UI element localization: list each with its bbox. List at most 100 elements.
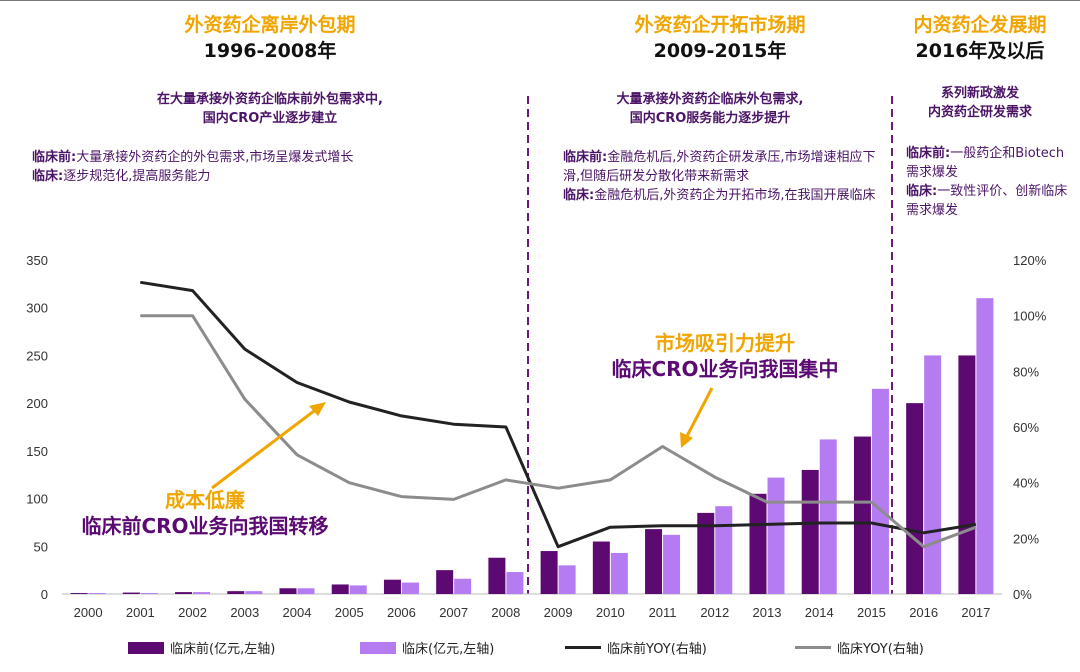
x-tick-label: 2008 [491, 605, 520, 620]
legend-item-preclinical: 临床前(亿元,左轴) [128, 638, 275, 657]
phase-1-note-preclinical: 临床前:大量承接外资药企的外包需求,市场呈爆发式增长 [32, 148, 512, 167]
phase-3-notes: 临床前:一般药企和Biotech需求爆发 临床:一致性评价、创新临床需求爆发 [906, 144, 1071, 220]
phase-2-years: 2009-2015年 [653, 40, 787, 62]
phase-1-summary-line-2: 国内CRO产业逐步建立 [202, 111, 338, 126]
phase-3-years: 2016年及以后 [915, 40, 1045, 62]
annotation-arrow-attraction [684, 387, 714, 439]
annotation-cost-subtitle: 临床前CRO业务向我国转移 [81, 514, 329, 538]
phase-2-notes: 临床前:金融危机后,外资药企研发承压,市场增速相应下滑,但随后研发分散化带来新需… [563, 148, 883, 205]
legend-label: 临床YOY(右轴) [837, 642, 924, 657]
legend-item-clinical-yoy: 临床YOY(右轴) [795, 638, 924, 657]
x-tick-label: 2012 [700, 605, 729, 620]
y-right-tick-label: 0% [1013, 587, 1032, 602]
bar-clinical [558, 565, 576, 594]
bar-clinical [819, 439, 837, 594]
note-text: 金融危机后,外资药企研发承压,市场增速相应下滑,但随后研发分散化带来新需求 [563, 150, 876, 184]
phase-2-title: 外资药企开拓市场期 [634, 14, 806, 36]
bar-preclinical [906, 403, 924, 594]
phase-3-summary: 系列新政激发 内资药企研发需求 [895, 84, 1065, 122]
bar-clinical [245, 591, 263, 594]
x-tick-label: 2014 [805, 605, 834, 620]
bar-clinical [663, 534, 681, 594]
legend-label: 临床前YOY(右轴) [607, 642, 707, 657]
note-label: 临床前: [32, 150, 77, 165]
y-left-tick-label: 150 [26, 444, 48, 459]
bar-clinical [924, 355, 942, 594]
phase-1-years: 1996-2008年 [203, 40, 337, 62]
phase-2-summary: 大量承接外资药企临床外包需求, 国内CRO服务能力逐步提升 [560, 90, 860, 128]
line-preclinical-yoy [140, 280, 977, 549]
bar-preclinical [331, 584, 349, 594]
y-right-tick-label: 100% [1013, 309, 1047, 324]
annotation-attraction-subtitle: 临床CRO业务向我国集中 [611, 357, 839, 381]
annotation-arrowhead-attraction [680, 432, 693, 448]
y-left-tick-label: 0 [41, 587, 48, 602]
x-tick-label: 2001 [126, 605, 155, 620]
phase-2-note-clinical: 临床:金融危机后,外资药企为开拓市场,在我国开展临床 [563, 186, 883, 205]
note-text: 一般药企和Biotech需求爆发 [906, 146, 1065, 180]
bar-preclinical [853, 436, 871, 594]
bar-preclinical [383, 579, 401, 594]
x-tick-label: 2016 [909, 605, 938, 620]
bar-clinical [349, 585, 367, 594]
phase-3-summary-line-1: 系列新政激发 [940, 86, 1019, 101]
phase-header-2: 外资药企开拓市场期 2009-2015年 [600, 12, 840, 64]
legend-item-preclinical-yoy: 临床前YOY(右轴) [565, 638, 707, 657]
phase-2-summary-line-1: 大量承接外资药企临床外包需求, [616, 92, 804, 107]
legend-swatch [565, 646, 601, 649]
bar-clinical [140, 593, 158, 594]
x-tick-label: 2013 [753, 605, 782, 620]
phase-1-summary: 在大量承接外资药企临床前外包需求中, 国内CRO产业逐步建立 [60, 90, 480, 128]
x-tick-label: 2007 [439, 605, 468, 620]
bar-preclinical [175, 592, 193, 594]
bar-preclinical [540, 551, 558, 594]
phase-1-title: 外资药企离岸外包期 [184, 14, 356, 36]
bar-clinical [297, 588, 315, 594]
bar-clinical [767, 477, 785, 594]
x-tick-label: 2000 [74, 605, 103, 620]
bar-clinical [454, 578, 472, 594]
note-text: 大量承接外资药企的外包需求,市场呈爆发式增长 [76, 150, 354, 165]
note-label: 临床: [906, 184, 938, 199]
note-label: 临床前: [563, 150, 608, 165]
x-tick-label: 2009 [544, 605, 573, 620]
bar-preclinical [801, 469, 819, 594]
bar-clinical [871, 388, 889, 594]
note-text: 金融危机后,外资药企为开拓市场,在我国开展临床 [594, 188, 876, 203]
phase-header-1: 外资药企离岸外包期 1996-2008年 [140, 12, 400, 64]
bar-preclinical [697, 512, 715, 594]
bar-clinical [401, 582, 419, 594]
note-text: 逐步规范化,提高服务能力 [63, 169, 211, 184]
chart-legend: 临床前(亿元,左轴) 临床(亿元,左轴) 临床前YOY(右轴) 临床YOY(右轴… [0, 638, 1080, 658]
legend-swatch [360, 641, 396, 654]
y-left-tick-label: 350 [26, 253, 48, 268]
bar-preclinical [592, 541, 610, 594]
phase-2-summary-line-2: 国内CRO服务能力逐步提升 [629, 111, 791, 126]
annotation-cost: 成本低廉 临床前CRO业务向我国转移 [60, 487, 350, 539]
phase-3-note-clinical: 临床:一致性评价、创新临床需求爆发 [906, 182, 1071, 220]
legend-swatch [128, 641, 164, 654]
phase-1-note-clinical: 临床:逐步规范化,提高服务能力 [32, 167, 512, 186]
y-right-tick-label: 80% [1013, 364, 1039, 379]
phase-header-3: 内资药企发展期 2016年及以后 [885, 12, 1075, 64]
bar-preclinical [749, 493, 767, 594]
phase-1-summary-line-1: 在大量承接外资药企临床前外包需求中, [157, 92, 383, 107]
annotation-attraction: 市场吸引力提升 临床CRO业务向我国集中 [570, 330, 880, 382]
y-left-tick-label: 250 [26, 348, 48, 363]
bar-clinical [506, 572, 524, 594]
bar-clinical [715, 506, 733, 594]
bar-preclinical [122, 592, 140, 594]
annotation-arrow-cost [211, 406, 319, 490]
y-left-tick-label: 50 [34, 539, 48, 554]
bar-clinical [193, 592, 211, 594]
phase-1-notes: 临床前:大量承接外资药企的外包需求,市场呈爆发式增长 临床:逐步规范化,提高服务… [32, 148, 512, 186]
annotation-arrowhead-cost [309, 402, 326, 416]
bar-preclinical [436, 570, 454, 594]
bar-preclinical [488, 557, 506, 594]
note-label: 临床: [563, 188, 595, 203]
y-right-tick-label: 20% [1013, 531, 1039, 546]
note-label: 临床前: [906, 146, 951, 161]
x-tick-label: 2005 [335, 605, 364, 620]
x-tick-label: 2011 [649, 605, 677, 620]
